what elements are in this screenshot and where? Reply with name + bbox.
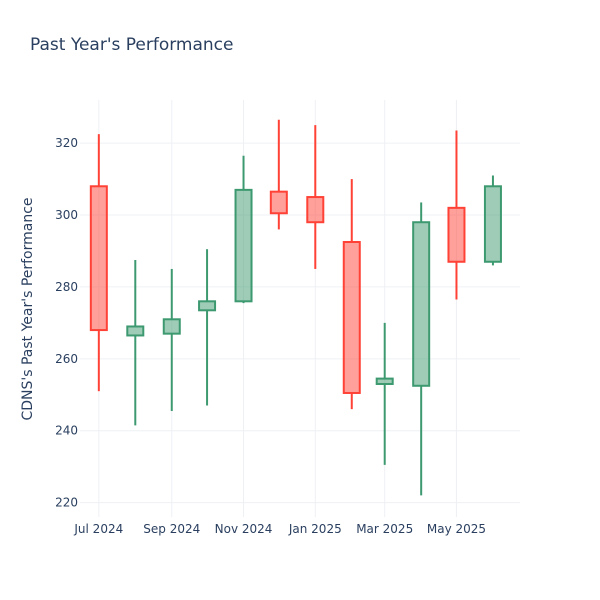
candle-increasing xyxy=(483,175,502,266)
candle-body xyxy=(89,185,108,332)
y-tick-label: 260 xyxy=(55,352,78,366)
candles xyxy=(89,119,502,496)
candle-increasing xyxy=(412,202,431,496)
y-tick-label: 300 xyxy=(55,208,78,222)
candle-increasing xyxy=(375,322,394,465)
candle-increasing xyxy=(198,249,217,406)
candle-body xyxy=(269,190,288,215)
x-tick-label: Jul 2024 xyxy=(73,522,123,536)
candle-body xyxy=(447,206,466,263)
candle-decreasing xyxy=(89,134,108,392)
y-tick-label: 320 xyxy=(55,136,78,150)
y-tick-label: 280 xyxy=(55,280,78,294)
candle-body xyxy=(126,325,145,337)
candle-body xyxy=(375,377,394,385)
candle-body xyxy=(483,185,502,263)
candle-decreasing xyxy=(269,119,288,230)
y-axis-ticks: 220 240 260 280 300 320 xyxy=(55,136,78,509)
candle-decreasing xyxy=(447,130,466,300)
x-tick-label: Mar 2025 xyxy=(356,522,413,536)
x-tick-label: Sep 2024 xyxy=(143,522,200,536)
grid-lines xyxy=(80,100,520,517)
candle-increasing xyxy=(234,155,253,304)
candle-increasing xyxy=(162,268,181,411)
x-tick-label: May 2025 xyxy=(427,522,486,536)
y-tick-label: 220 xyxy=(55,496,78,510)
x-tick-label: Nov 2024 xyxy=(215,522,273,536)
candle-body xyxy=(162,318,181,335)
y-tick-label: 240 xyxy=(55,424,78,438)
chart-title: Past Year's Performance xyxy=(30,35,234,55)
x-tick-label: Jan 2025 xyxy=(288,522,342,536)
candle-decreasing xyxy=(342,179,361,410)
candle-body xyxy=(234,188,253,303)
x-axis-ticks: Jul 2024 Sep 2024 Nov 2024 Jan 2025 Mar 2025… xyxy=(73,522,486,536)
candle-body xyxy=(342,240,361,394)
candle-body xyxy=(412,221,431,387)
candle-body xyxy=(306,196,325,224)
candle-body xyxy=(198,300,217,312)
candle-increasing xyxy=(126,259,145,426)
candle-decreasing xyxy=(306,125,325,269)
y-axis-label: CDNS's Past Year's Performance xyxy=(20,197,36,420)
